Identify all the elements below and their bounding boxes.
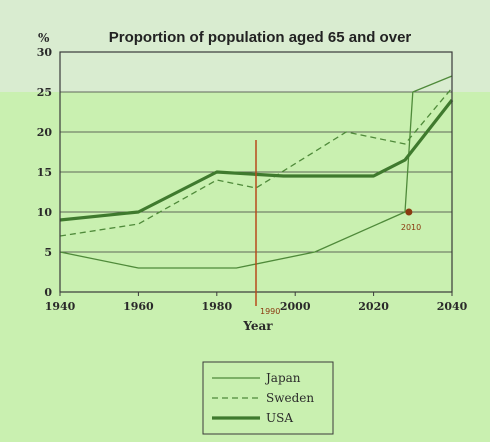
annotation-point-2010 bbox=[405, 208, 413, 216]
series-line-japan bbox=[59, 75, 453, 269]
y-tick-label: 25 bbox=[37, 86, 52, 99]
y-axis-ticks: 0 5 10 15 20 25 30 bbox=[37, 46, 53, 299]
annotation-2010: 2010 bbox=[401, 223, 421, 232]
series-line-sweden bbox=[59, 87, 453, 237]
x-tick-label: 2000 bbox=[280, 300, 311, 313]
y-tick-label: 30 bbox=[37, 46, 53, 59]
legend-label-usa: USA bbox=[266, 411, 293, 425]
x-axis-label: Year bbox=[242, 319, 273, 333]
legend: Japan Sweden USA bbox=[202, 361, 334, 435]
y-tick-label: 0 bbox=[44, 286, 52, 299]
legend-label-sweden: Sweden bbox=[266, 391, 314, 405]
chart-title: Proportion of population aged 65 and ove… bbox=[109, 29, 412, 46]
y-axis-label: % bbox=[38, 31, 50, 45]
legend-label-japan: Japan bbox=[264, 371, 301, 385]
x-tick-label: 2020 bbox=[358, 300, 389, 313]
y-tick-label: 10 bbox=[37, 206, 53, 219]
series-line-usa bbox=[59, 99, 454, 222]
annotation-1990: 1990 bbox=[260, 307, 280, 316]
y-tick-label: 15 bbox=[37, 166, 52, 179]
x-tick-label: 2040 bbox=[437, 300, 468, 313]
top-band bbox=[0, 0, 490, 92]
x-axis-ticks: 1940 1960 1980 2000 2020 2040 bbox=[45, 292, 468, 313]
y-tick-label: 20 bbox=[37, 126, 53, 139]
y-tick-label: 5 bbox=[44, 246, 52, 259]
x-tick-label: 1940 bbox=[45, 300, 76, 313]
x-tick-label: 1980 bbox=[201, 300, 232, 313]
annotations: 1990 2010 bbox=[255, 140, 421, 316]
series-lines bbox=[59, 75, 454, 269]
x-tick-label: 1960 bbox=[123, 300, 154, 313]
